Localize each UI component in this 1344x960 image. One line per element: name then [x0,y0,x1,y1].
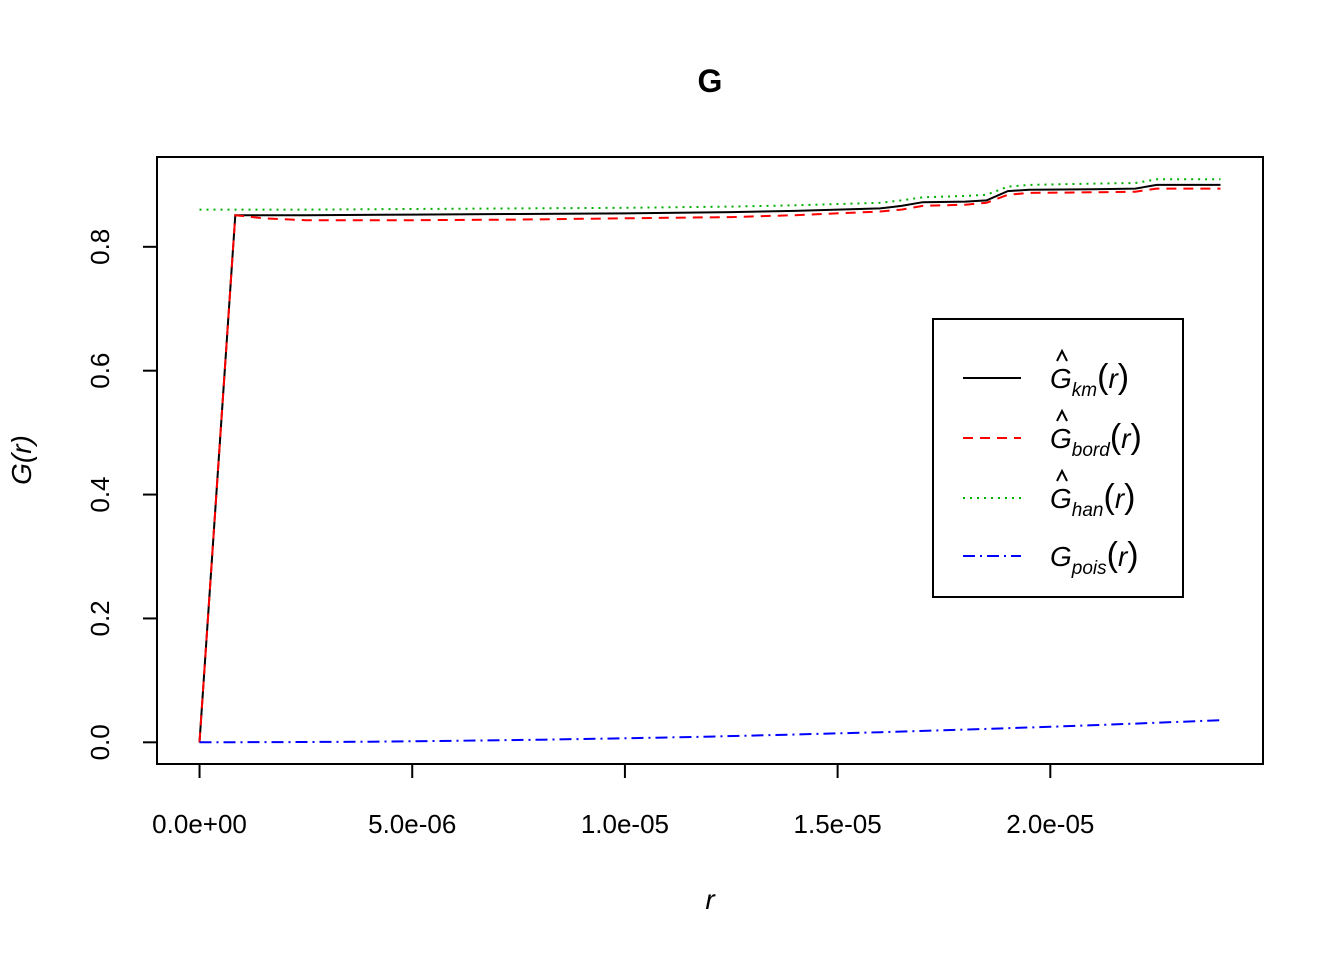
legend-label-km: Gkm(r) [1050,358,1129,401]
y-tick-label: 0.4 [85,476,115,512]
legend-argument: r [1118,541,1129,572]
legend-box [932,318,1184,598]
legend-paren-close: ) [1127,536,1138,574]
legend: Gkm(r)Gbord(r)Ghan(r)Gpois(r) [932,318,1184,598]
x-tick-label: 5.0e-06 [368,809,456,839]
y-tick-label: 0.8 [85,229,115,265]
legend-subscript: bord [1072,440,1111,461]
y-tick-label: 0.6 [85,353,115,389]
legend-symbol: G [1050,483,1072,514]
legend-symbol: G [1050,423,1072,454]
chart-title: G [698,63,723,99]
series-line-pois [199,719,1221,744]
legend-paren-open: ( [1107,536,1119,574]
x-tick-label: 1.5e-05 [794,809,882,839]
x-axis-label: r [705,884,716,915]
series-line-han [199,178,1221,211]
legend-paren-open: ( [1097,358,1109,396]
legend-argument: r [1121,423,1132,454]
x-tick-label: 1.0e-05 [581,809,669,839]
legend-paren-close: ) [1124,478,1135,516]
legend-paren-close: ) [1130,418,1141,456]
legend-argument: r [1108,363,1119,394]
series-line-km [198,183,1221,743]
legend-label-bord: Gbord(r) [1050,418,1142,461]
legend-subscript: pois [1071,558,1107,579]
legend-paren-open: ( [1110,418,1122,456]
legend-paren-close: ) [1118,358,1129,396]
legend-subscript: km [1072,380,1097,401]
x-axis: 0.0e+00 5.0e-06 1.0e-05 1.5e-05 2.0e-05 [152,763,1094,839]
legend-label-pois: Gpois(r) [1050,536,1139,579]
x-tick-label: 2.0e-05 [1006,809,1094,839]
legend-label-han: Ghan(r) [1050,478,1135,521]
y-tick-label: 0.2 [85,600,115,636]
legend-hat-icon [1056,348,1068,362]
legend-hat-icon [1056,408,1068,422]
y-axis: 0.0 0.2 0.4 0.6 0.8 [85,229,158,760]
legend-hat-icon [1056,468,1068,482]
legend-paren-open: ( [1103,478,1115,516]
x-tick-label: 0.0e+00 [152,809,247,839]
series-layer [198,178,1221,744]
legend-symbol: G [1050,363,1072,394]
legend-argument: r [1115,483,1126,514]
legend-symbol: G [1050,541,1072,572]
y-tick-label: 0.0 [85,724,115,760]
y-axis-label: G(r) [6,435,37,485]
series-line-bord [198,187,1221,743]
legend-subscript: han [1072,500,1104,521]
